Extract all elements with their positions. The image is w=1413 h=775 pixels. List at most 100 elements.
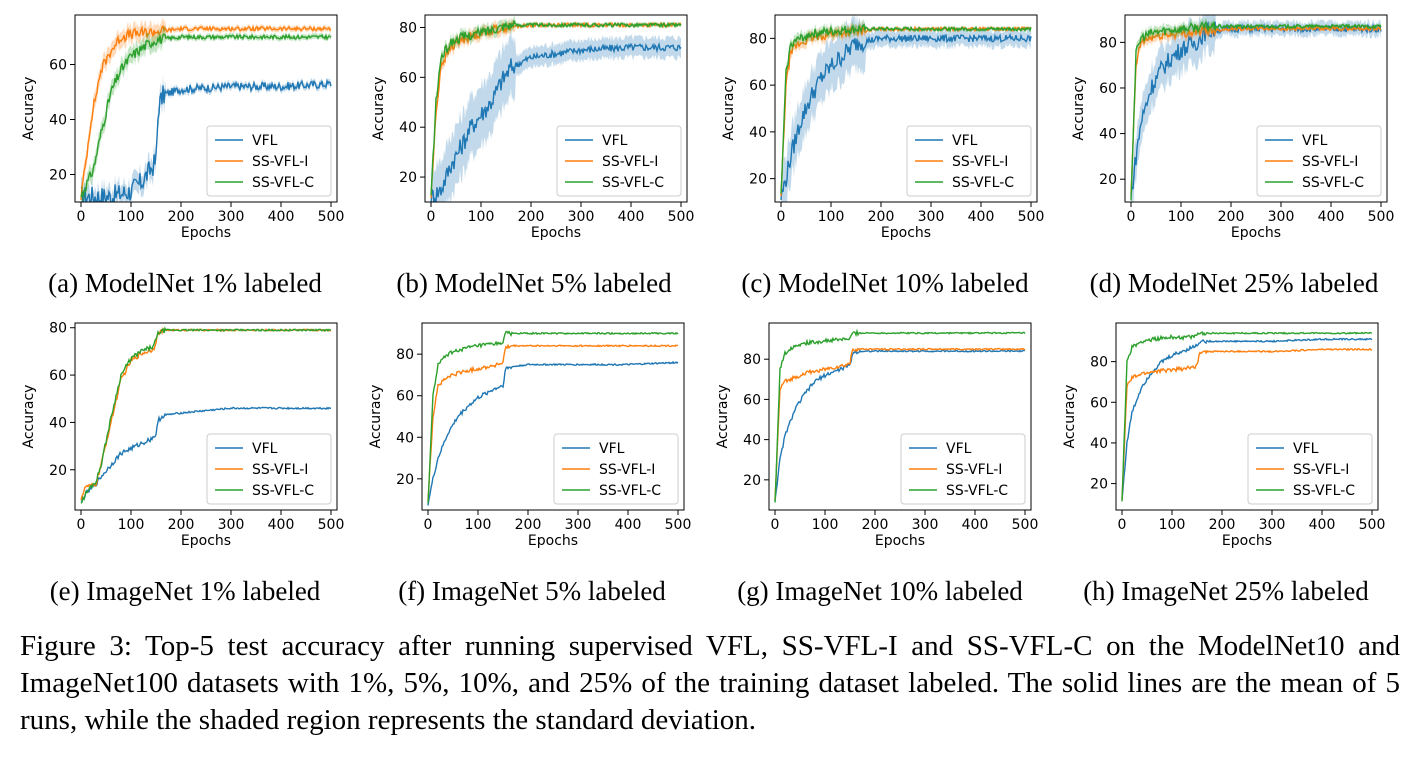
- series-line-ss-vfl-c: [430, 20, 682, 196]
- x-tick-label: 300: [565, 517, 592, 533]
- y-tick-label: 80: [1090, 355, 1108, 371]
- legend-label-ss-vfl-c: SS-VFL-C: [946, 483, 1008, 499]
- y-tick-label: 20: [1090, 477, 1108, 493]
- y-tick-label: 40: [749, 125, 767, 141]
- axes-frame: [424, 14, 688, 203]
- x-tick-label: 100: [1168, 209, 1195, 225]
- x-tick-label: 100: [1159, 517, 1186, 533]
- legend-label-ss-vfl-i: SS-VFL-I: [946, 462, 1002, 478]
- x-tick-label: 300: [912, 517, 939, 533]
- series-line-vfl: [430, 41, 682, 202]
- std-band-vfl: [1131, 15, 1381, 202]
- x-tick-label: 400: [268, 209, 295, 225]
- x-tick-label: 0: [424, 517, 433, 533]
- series-line-vfl: [80, 78, 332, 202]
- y-tick-label: 60: [1099, 81, 1117, 97]
- legend-box: [900, 433, 1026, 505]
- legend-box: [906, 125, 1032, 197]
- x-axis-label: Epochs: [875, 533, 925, 549]
- x-tick-label: 0: [77, 517, 86, 533]
- plot-area: [80, 17, 332, 202]
- x-tick-label: 300: [918, 209, 945, 225]
- y-tick-label: 20: [749, 172, 767, 188]
- plot-area: [430, 15, 682, 202]
- y-tick-label: 80: [743, 352, 761, 368]
- plot-area: [1121, 330, 1373, 502]
- series-line-ss-vfl-c: [427, 330, 679, 504]
- series-line-ss-vfl-c: [80, 32, 332, 198]
- x-tick-label: 100: [118, 209, 145, 225]
- y-axis-label: Accuracy: [721, 77, 737, 141]
- y-axis-label: Accuracy: [1062, 385, 1078, 449]
- y-axis-label: Accuracy: [1071, 77, 1087, 141]
- chart-panel: 0 100 200 300 400 500 20 40 60 Epochs Accuracy VFL S…: [21, 14, 344, 241]
- legend: VFL SS-VFL-I SS-VFL-C: [1247, 433, 1373, 505]
- x-tick-label: 500: [1368, 209, 1395, 225]
- x-axis-label: Epochs: [1222, 533, 1272, 549]
- axes-frame: [1124, 14, 1388, 203]
- x-tick-label: 300: [218, 209, 245, 225]
- x-tick-label: 200: [515, 517, 542, 533]
- plot-area: [780, 15, 1032, 202]
- y-tick-label: 40: [399, 120, 417, 136]
- y-tick-label: 60: [49, 58, 67, 74]
- y-tick-label: 40: [743, 433, 761, 449]
- series-line-ss-vfl-i: [427, 343, 679, 501]
- legend-label-vfl: VFL: [602, 133, 628, 149]
- x-tick-label: 0: [777, 209, 786, 225]
- std-band-vfl: [781, 15, 1031, 202]
- plot-area: [80, 326, 332, 504]
- series-line-vfl: [1121, 337, 1373, 500]
- legend-label-vfl: VFL: [1302, 133, 1328, 149]
- x-tick-label: 500: [1018, 209, 1045, 225]
- legend: VFL SS-VFL-I SS-VFL-C: [556, 125, 682, 197]
- subcaption-c: (c) ModelNet 10% labeled: [741, 268, 1029, 298]
- x-tick-label: 0: [77, 209, 86, 225]
- legend-box: [206, 125, 332, 197]
- chart-panel: 0 100 200 300 400 500 20 40 60 80 Epochs Accuracy VF…: [715, 322, 1039, 549]
- subcaption-h: (h) ImageNet 25% labeled: [1083, 576, 1369, 606]
- x-tick-label: 0: [1118, 517, 1127, 533]
- chart-panel: 0 100 200 300 400 500 20 40 60 80 Epochs Accuracy VF…: [368, 322, 692, 549]
- series-line-ss-vfl-c: [774, 328, 1026, 503]
- y-tick-label: 80: [396, 347, 414, 363]
- axes-frame: [421, 322, 685, 511]
- legend-label-vfl: VFL: [946, 441, 972, 457]
- legend-label-ss-vfl-i: SS-VFL-I: [602, 154, 658, 170]
- axes-frame: [74, 322, 338, 511]
- legend-label-ss-vfl-c: SS-VFL-C: [602, 175, 664, 191]
- y-tick-label: 60: [399, 70, 417, 86]
- plot-area: [774, 328, 1026, 503]
- y-tick-label: 20: [743, 473, 761, 489]
- x-tick-label: 500: [665, 517, 692, 533]
- legend: VFL SS-VFL-I SS-VFL-C: [553, 433, 679, 505]
- chart-panel: 0 100 200 300 400 500 20 40 60 80 Epochs Accuracy VF…: [21, 321, 344, 549]
- series-line-vfl: [427, 360, 679, 506]
- y-tick-label: 80: [49, 321, 67, 337]
- x-tick-label: 0: [771, 517, 780, 533]
- legend-label-vfl: VFL: [599, 441, 625, 457]
- y-tick-label: 80: [1099, 35, 1117, 51]
- series-line-ss-vfl-c: [1130, 20, 1382, 201]
- axes-frame: [74, 14, 338, 203]
- x-axis-label: Epochs: [881, 225, 931, 241]
- legend-label-ss-vfl-c: SS-VFL-C: [252, 483, 314, 499]
- x-tick-label: 300: [218, 517, 245, 533]
- legend: VFL SS-VFL-I SS-VFL-C: [906, 125, 1032, 197]
- figure-caption: Figure 3: Top-5 test accuracy after runn…: [20, 630, 1400, 736]
- legend-label-ss-vfl-i: SS-VFL-I: [1302, 154, 1358, 170]
- series-line-vfl: [774, 349, 1026, 501]
- x-tick-label: 0: [427, 209, 436, 225]
- x-tick-label: 300: [568, 209, 595, 225]
- std-band-ss-vfl-i: [1131, 21, 1381, 200]
- y-tick-label: 20: [1099, 172, 1117, 188]
- x-tick-label: 500: [1012, 517, 1039, 533]
- subcaption-d: (d) ModelNet 25% labeled: [1089, 268, 1379, 298]
- x-tick-label: 100: [818, 209, 845, 225]
- x-tick-label: 400: [968, 209, 995, 225]
- legend-label-ss-vfl-c: SS-VFL-C: [1293, 483, 1355, 499]
- legend-label-ss-vfl-c: SS-VFL-C: [599, 483, 661, 499]
- y-tick-label: 20: [49, 168, 67, 184]
- chart-panel: 0 100 200 300 400 500 20 40 60 80 Epochs Accuracy VF…: [1062, 322, 1385, 549]
- axes-frame: [774, 14, 1038, 203]
